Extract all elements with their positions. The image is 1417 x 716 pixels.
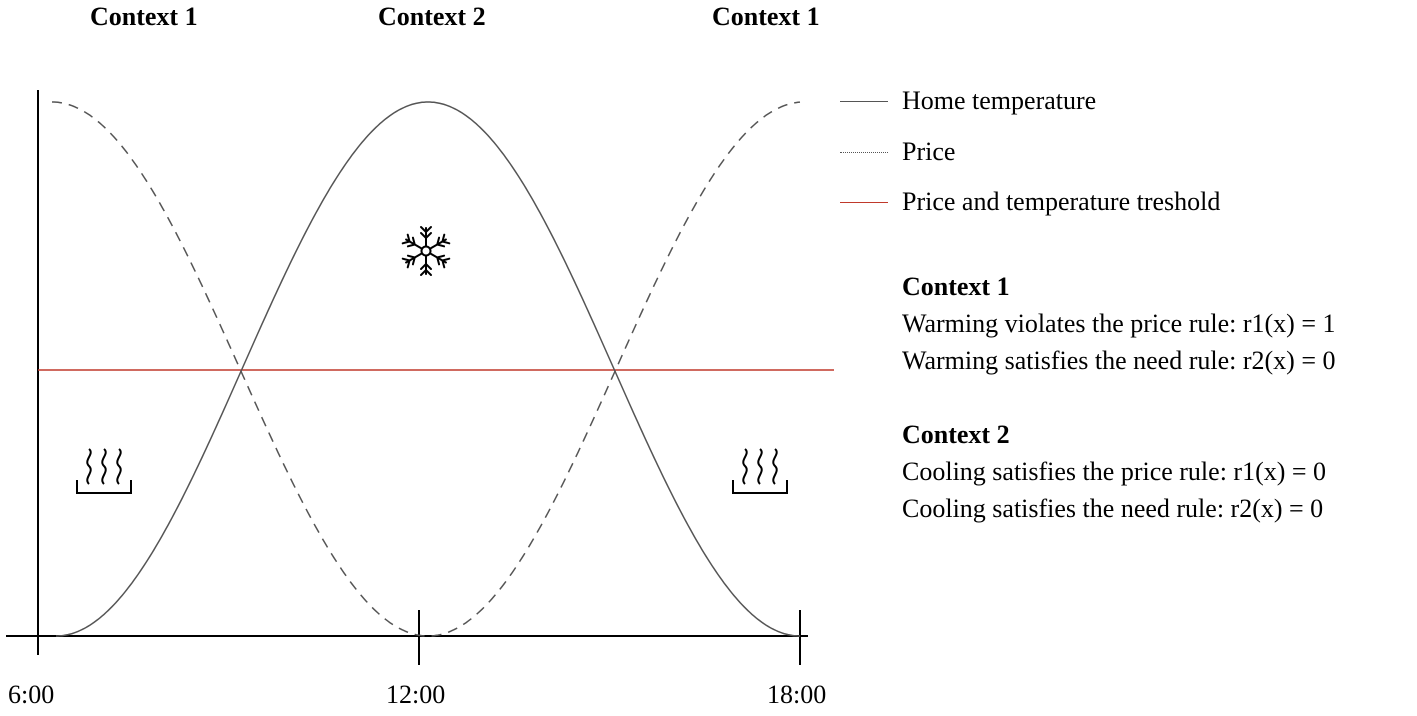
legend-label: Home temperature xyxy=(902,86,1097,115)
context-heading-left: Context 1 xyxy=(90,2,198,31)
note-line: Cooling satisfies the price rule: r1(x) … xyxy=(902,457,1327,486)
temperature-curve xyxy=(56,101,800,637)
legend-item-threshold: Price and temperature treshold xyxy=(840,187,1220,217)
heating-icon xyxy=(732,448,788,494)
context-heading-center: Context 2 xyxy=(378,2,486,31)
legend-item-temperature: Home temperature xyxy=(840,86,1096,116)
legend-label: Price xyxy=(902,137,956,166)
legend-item-price: Price xyxy=(840,137,955,167)
note-title: Context 1 xyxy=(902,272,1010,301)
x-tick-label-18: 18:00 xyxy=(767,680,827,709)
x-tick-label-6: 6:00 xyxy=(8,680,55,709)
x-tick-label-12: 12:00 xyxy=(386,680,446,709)
snowflake-icon xyxy=(401,226,451,276)
context-1-note: Context 1 Warming violates the price rul… xyxy=(902,268,1336,379)
legend-swatch-red xyxy=(840,201,888,203)
note-line: Warming satisfies the need rule: r2(x) =… xyxy=(902,346,1336,375)
heating-icon xyxy=(76,448,132,494)
legend-swatch-dotted xyxy=(840,151,888,153)
context-heading-right: Context 1 xyxy=(712,2,820,31)
note-line: Warming violates the price rule: r1(x) =… xyxy=(902,309,1336,338)
note-title: Context 2 xyxy=(902,420,1010,449)
note-line: Cooling satisfies the need rule: r2(x) =… xyxy=(902,494,1324,523)
context-2-note: Context 2 Cooling satisfies the price ru… xyxy=(902,416,1326,527)
price-curve xyxy=(52,101,801,637)
legend-swatch-solid xyxy=(840,100,888,102)
diagram-plot xyxy=(6,90,834,665)
legend-label: Price and temperature treshold xyxy=(902,187,1221,216)
